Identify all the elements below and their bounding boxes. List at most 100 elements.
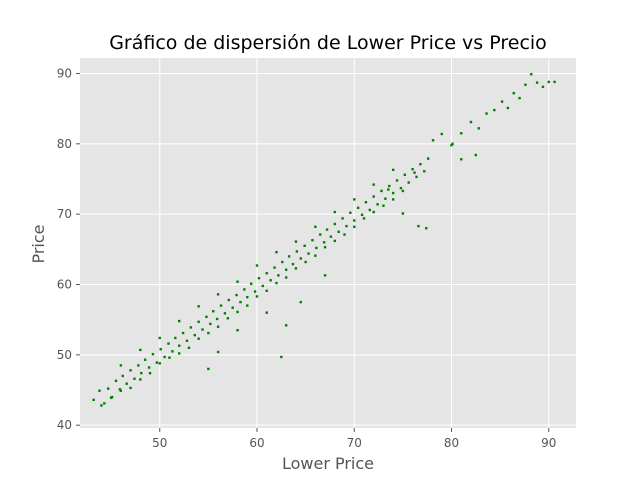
- data-point: [407, 181, 410, 184]
- data-point: [345, 224, 348, 228]
- data-point: [319, 233, 322, 236]
- data-point: [399, 186, 403, 190]
- data-point: [524, 83, 527, 86]
- data-point: [178, 344, 181, 347]
- y-tick-label: 80: [57, 137, 72, 151]
- y-tick-label: 60: [57, 278, 72, 292]
- x-tick-label: 60: [249, 436, 264, 450]
- data-point: [174, 336, 177, 340]
- data-point: [119, 389, 123, 392]
- data-point: [216, 350, 220, 354]
- data-point: [395, 179, 399, 182]
- data-point: [100, 404, 103, 407]
- data-point: [391, 198, 395, 201]
- data-point: [114, 379, 118, 383]
- data-point: [314, 225, 317, 229]
- data-point: [419, 163, 422, 166]
- data-point: [353, 198, 356, 201]
- data-point: [103, 402, 106, 405]
- data-point: [140, 371, 143, 375]
- data-point: [349, 211, 352, 214]
- data-point: [143, 358, 147, 361]
- data-point: [450, 144, 453, 147]
- x-tick-label: 50: [152, 436, 167, 450]
- data-point: [197, 337, 200, 340]
- data-point: [362, 217, 366, 220]
- data-point: [384, 197, 387, 200]
- data-point: [356, 206, 360, 210]
- data-point: [207, 331, 210, 335]
- data-point: [485, 112, 488, 115]
- data-point: [299, 257, 302, 260]
- data-point: [261, 284, 265, 288]
- data-point: [380, 189, 383, 193]
- plot-area: [80, 58, 576, 428]
- data-point: [216, 325, 220, 328]
- data-point: [535, 81, 539, 84]
- chart-title: Gráfico de dispersión de Lower Price vs …: [109, 32, 547, 54]
- data-point: [547, 80, 550, 84]
- data-point: [281, 260, 284, 264]
- data-point: [303, 244, 306, 248]
- data-point: [353, 219, 356, 222]
- data-point: [155, 361, 159, 364]
- data-point: [129, 369, 132, 372]
- data-point: [333, 239, 337, 243]
- data-point: [284, 268, 288, 271]
- data-point: [391, 168, 395, 172]
- data-point: [493, 108, 496, 112]
- data-point: [333, 222, 337, 226]
- data-point: [284, 276, 288, 279]
- data-point: [158, 336, 161, 340]
- data-point: [235, 293, 238, 297]
- data-point: [185, 339, 189, 342]
- data-point: [333, 210, 337, 214]
- data-point: [423, 170, 426, 173]
- data-point: [322, 241, 326, 244]
- data-point: [178, 319, 181, 323]
- y-axis-label: Price: [29, 224, 48, 263]
- data-point: [323, 274, 327, 277]
- data-point: [287, 255, 291, 258]
- data-point: [315, 246, 318, 250]
- data-point: [207, 367, 210, 371]
- y-tick-label: 50: [57, 348, 72, 362]
- data-point: [387, 188, 390, 191]
- data-point: [219, 304, 223, 307]
- data-point: [364, 201, 368, 204]
- data-point: [325, 228, 329, 231]
- data-point: [372, 210, 375, 214]
- data-point: [92, 398, 95, 402]
- data-point: [460, 158, 463, 161]
- data-point: [98, 389, 101, 392]
- data-point: [323, 246, 327, 249]
- data-point: [147, 366, 151, 369]
- axis-ticks: 50 60 70 80 90 40 50 60 70 80 90: [57, 66, 557, 450]
- data-point: [307, 252, 310, 255]
- data-point: [178, 352, 181, 355]
- data-point: [337, 230, 340, 233]
- data-point: [148, 371, 152, 375]
- data-point: [107, 387, 110, 390]
- data-point: [231, 306, 234, 309]
- data-point: [137, 364, 140, 367]
- data-point: [163, 355, 166, 359]
- data-point: [119, 364, 123, 367]
- data-point: [121, 374, 124, 378]
- data-point: [193, 333, 196, 337]
- data-point: [469, 120, 473, 124]
- data-point: [460, 132, 463, 135]
- data-point: [151, 352, 155, 356]
- data-point: [129, 386, 132, 390]
- data-points: [92, 72, 556, 407]
- data-point: [284, 324, 288, 327]
- data-point: [426, 157, 430, 160]
- data-point: [294, 267, 298, 270]
- data-point: [275, 250, 278, 254]
- data-point: [159, 348, 162, 351]
- data-point: [372, 195, 375, 198]
- data-point: [168, 356, 171, 359]
- data-point: [512, 91, 515, 95]
- data-point: [431, 139, 435, 142]
